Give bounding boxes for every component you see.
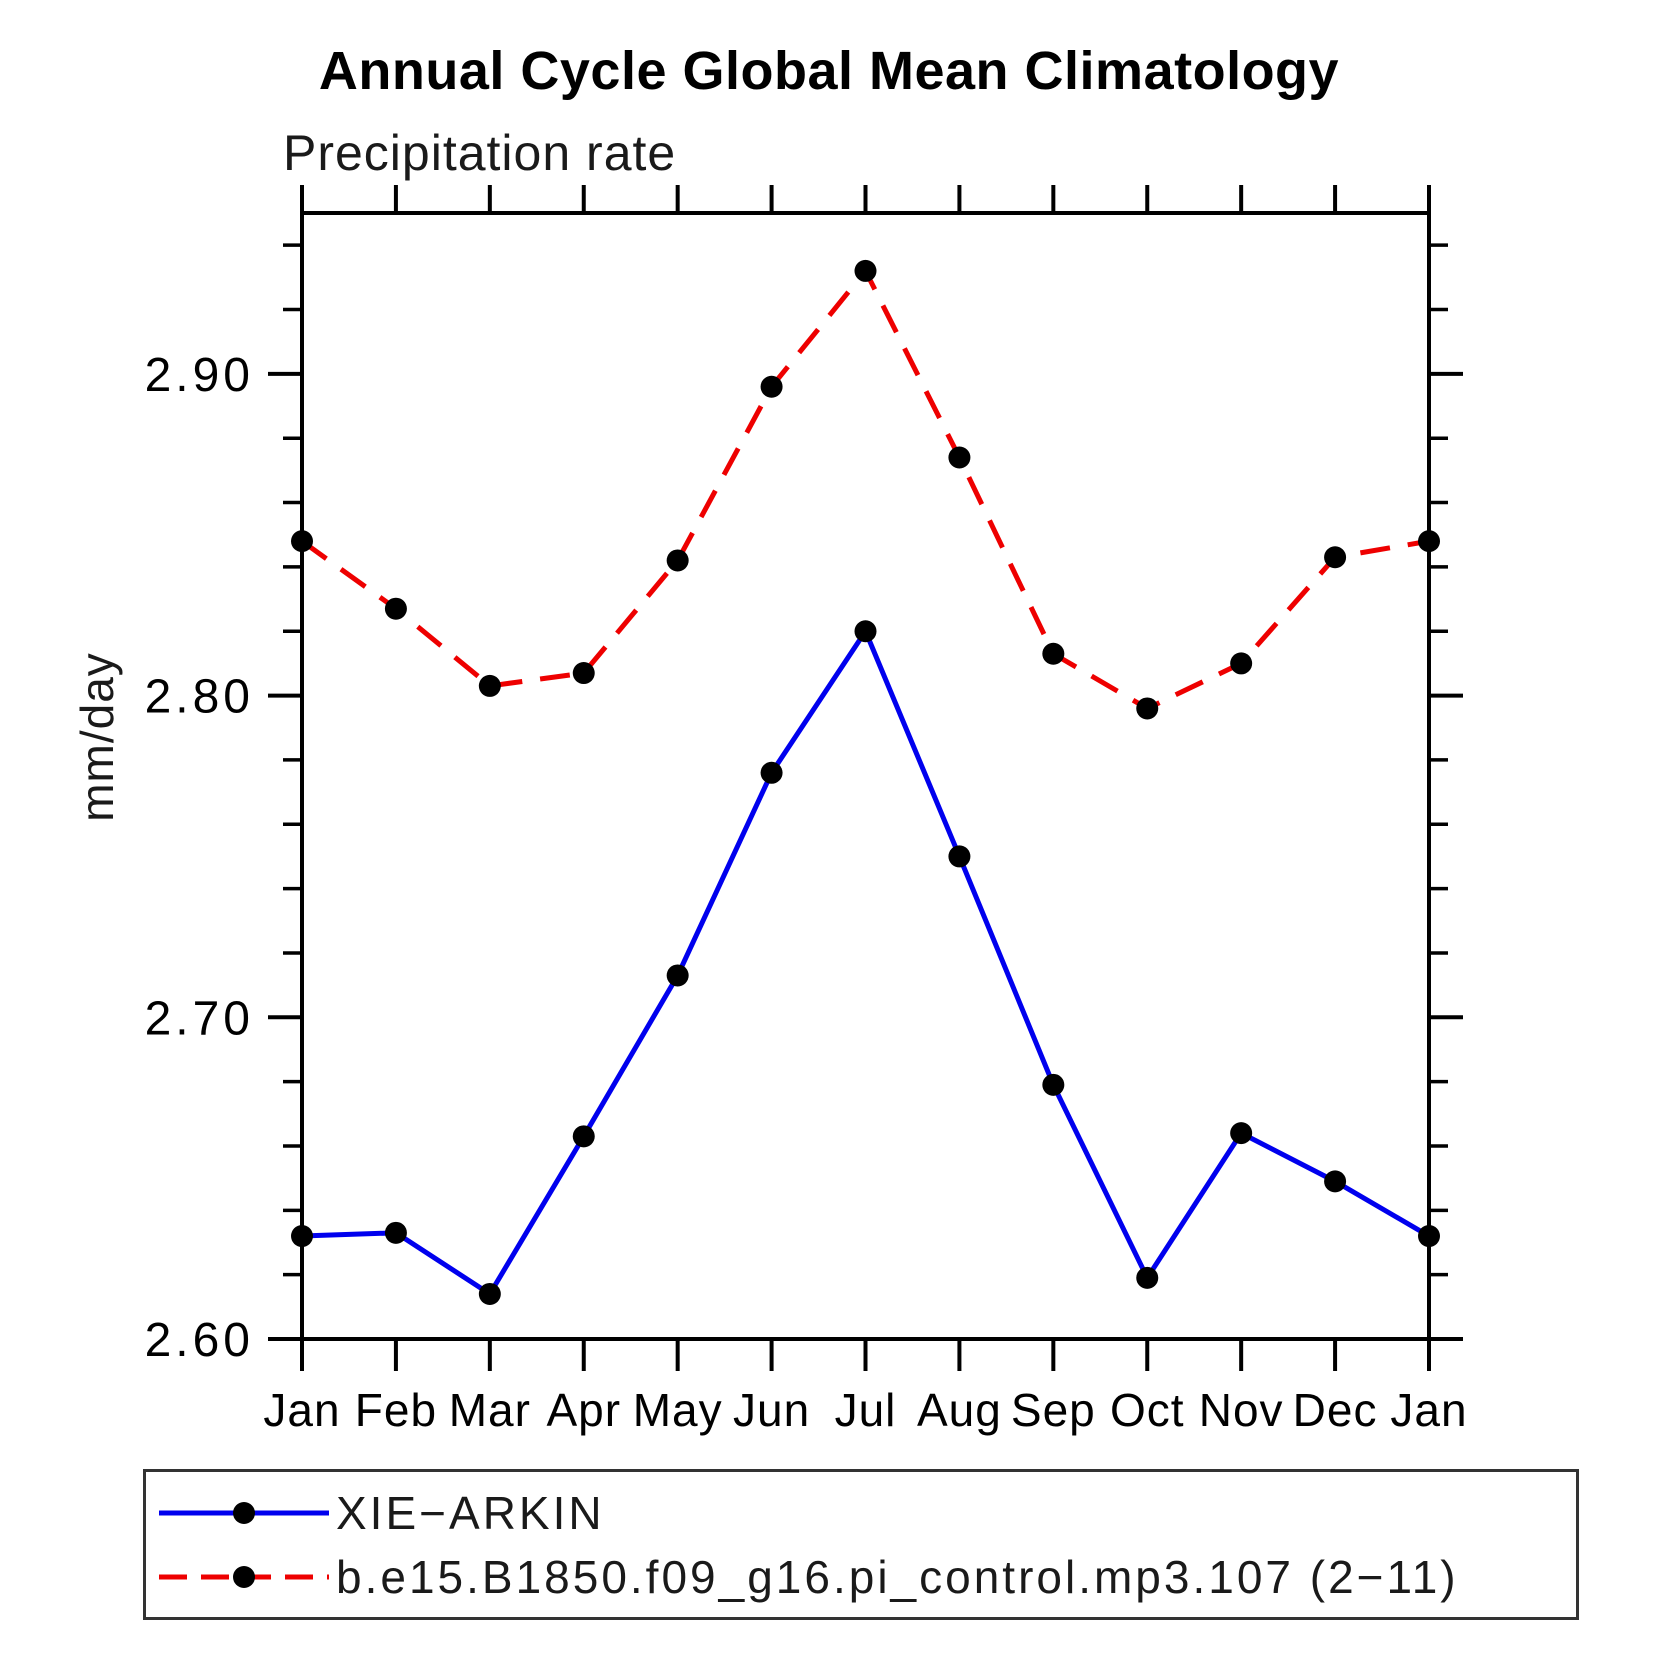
x-tick-label: Oct	[1110, 1384, 1185, 1436]
legend-sample-dashed-line	[159, 1565, 329, 1588]
legend-label-model: b.e15.B1850.f09_g16.pi_control.mp3.107 (…	[336, 1550, 1459, 1603]
y-tick-label: 2.80	[145, 671, 254, 724]
x-tick-label: Apr	[546, 1384, 621, 1436]
x-tick-label: May	[633, 1384, 723, 1436]
x-tick-label: Nov	[1199, 1384, 1284, 1436]
y-tick-label: 2.60	[145, 1314, 254, 1367]
series-line-1	[300, 266, 1430, 712]
legend-entry-model: b.e15.B1850.f09_g16.pi_control.mp3.107 (…	[156, 1550, 1576, 1603]
x-tick-label: Mar	[449, 1384, 531, 1436]
x-tick-label: Sep	[1011, 1384, 1096, 1436]
y-axis: 2.60 2.70 2.80 2.90	[145, 243, 1463, 1367]
x-tick-label: Aug	[917, 1384, 1002, 1436]
legend-box: XIE−ARKIN b.e15.B1850.f09_g16.pi_control…	[143, 1469, 1579, 1620]
x-tick-label: Jan	[1390, 1384, 1467, 1436]
chart-subtitle: Precipitation rate	[283, 125, 677, 181]
x-tick-label: Dec	[1293, 1384, 1378, 1436]
x-axis: Jan Feb Mar Apr May Jun Jul Aug Sep Oct Nov Dec Jan	[263, 185, 1467, 1436]
series-markers-1	[291, 259, 1440, 720]
y-tick-label: 2.90	[145, 349, 254, 402]
chart-title: Annual Cycle Global Mean Climatology	[318, 41, 1340, 101]
plot-frame	[300, 211, 1431, 1341]
series-line-0	[301, 625, 1431, 1298]
legend-label-xie-arkin: XIE−ARKIN	[336, 1486, 605, 1539]
x-tick-label: Jun	[733, 1384, 810, 1436]
y-tick-label: 2.70	[145, 992, 254, 1045]
legend-entry-xie-arkin: XIE−ARKIN	[156, 1486, 1576, 1539]
series-markers-0	[291, 620, 1440, 1305]
x-tick-label: Jan	[263, 1384, 340, 1436]
x-tick-label: Jul	[835, 1384, 897, 1436]
x-tick-label: Feb	[355, 1384, 437, 1436]
legend-sample-solid-line	[159, 1501, 329, 1524]
